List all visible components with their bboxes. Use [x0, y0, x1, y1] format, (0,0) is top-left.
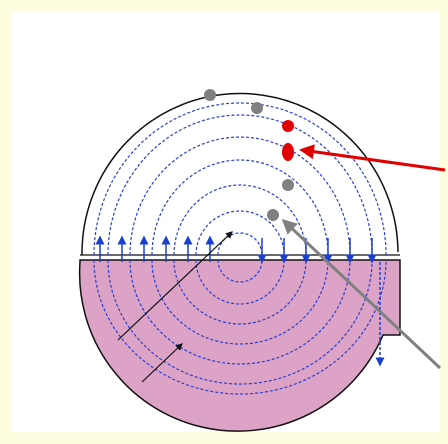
- lower-half: [78, 259, 401, 432]
- flow-arrows: [95, 235, 385, 367]
- flow-lines: [93, 102, 387, 395]
- gray-pointer: [281, 218, 442, 370]
- black-arrows: [117, 231, 233, 383]
- dots: [204, 89, 294, 221]
- upper-half: [81, 92, 399, 256]
- red-pointer: [299, 144, 446, 172]
